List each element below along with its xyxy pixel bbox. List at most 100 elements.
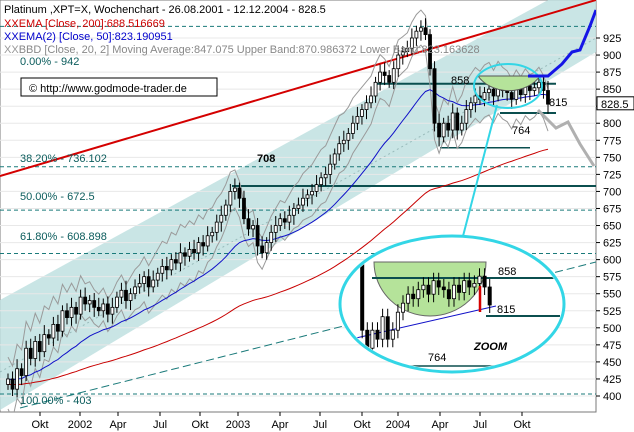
x-tick-label: Jul [313, 419, 327, 431]
candle-body [305, 194, 310, 199]
candle-body [537, 81, 541, 89]
x-tick-label: Okt [513, 419, 530, 431]
candle-body [323, 173, 328, 179]
candle-body [210, 231, 215, 237]
x-tick-label: Jul [473, 419, 487, 431]
zoom-candle-body [395, 311, 400, 331]
candle-body [360, 109, 364, 117]
candle-body [409, 37, 414, 49]
legend-entry: XXBBD [Close, 20, 2] Moving Average:847.… [4, 44, 480, 56]
zoom-candle-body [370, 329, 375, 349]
projection-up [528, 9, 596, 78]
fib-label: 61.80% - 608.898 [20, 231, 107, 243]
candle-body [350, 122, 355, 134]
candle-body [378, 71, 383, 83]
candle-body [187, 248, 192, 257]
y-tick-label: 725 [603, 169, 621, 181]
zoom-candle-body [400, 302, 405, 313]
candle-body [169, 259, 174, 271]
candle-body [205, 235, 210, 247]
candle-body [518, 88, 523, 95]
bollinger-upper [7, 9, 549, 368]
zoom-candle-body [421, 284, 426, 291]
last-price-box [596, 96, 634, 111]
watermark: © http://www.godmode-trader.de [29, 83, 187, 95]
candle-body [15, 368, 19, 390]
candle-body [232, 187, 237, 192]
candle-body [373, 81, 378, 97]
level-label: 708 [257, 153, 275, 165]
candle-body [201, 242, 206, 247]
candle-body [128, 293, 133, 301]
candle-body [214, 221, 219, 233]
zoom-candle-body [411, 293, 416, 300]
y-tick-label: 475 [603, 340, 621, 352]
candle-body [405, 47, 410, 53]
zoom-connector [461, 104, 498, 241]
candle-body [60, 310, 65, 332]
candle-body [260, 245, 265, 254]
candle-body [219, 214, 224, 223]
candle-body [124, 289, 128, 301]
candle-body [101, 303, 106, 312]
candle-body [19, 368, 24, 376]
x-tick-label: 2004 [386, 419, 410, 431]
candle-body [369, 95, 373, 104]
candle-body [468, 102, 473, 110]
candle-body [78, 296, 83, 315]
y-tick-label: 900 [603, 50, 621, 62]
zoom-candle-body [451, 284, 456, 300]
legend-entry: XXEMA(2) [Close, 50]:823.190951 [4, 31, 173, 43]
y-tick-label: 800 [603, 118, 621, 130]
candle-body [423, 27, 428, 35]
zoom-source-ellipse [473, 63, 543, 109]
zoom-level-label: 815 [497, 304, 515, 316]
candle-body [37, 341, 42, 353]
chart-title: Platinum ,XPT=X, Wochenchart - 26.08.200… [4, 4, 326, 16]
candle-body [178, 252, 183, 264]
candle-body [33, 341, 38, 359]
candle-body [264, 242, 269, 254]
candle-body [87, 300, 92, 305]
legend-text: EMA [Close, 200]:688.516669 [19, 18, 165, 30]
candle-body [332, 153, 337, 165]
legend-marker: XX [4, 31, 19, 43]
fib-label: 0.00% - 942 [20, 56, 79, 68]
candle-body [310, 191, 314, 196]
zoom-candle-body [375, 329, 380, 340]
candle-body [105, 303, 110, 315]
y-tick-label: 425 [603, 374, 621, 386]
level-label: 764 [512, 125, 530, 137]
x-tick-label: Okt [31, 419, 48, 431]
y-tick-label: 700 [603, 186, 621, 198]
candle-body [164, 266, 169, 271]
zoom-content [355, 238, 560, 367]
zoom-candle-body [390, 329, 395, 340]
y-tick-label: 675 [603, 203, 621, 215]
y-tick-label: 875 [603, 67, 621, 79]
candle-body [223, 204, 228, 216]
zoom-candle-body [431, 280, 436, 295]
candle-body [24, 347, 29, 376]
candle-body [92, 300, 97, 308]
candle-body [146, 276, 151, 288]
cup-area [477, 75, 541, 92]
candle-body [251, 225, 255, 230]
legend-text: BBD [Close, 20, 2] Moving Average:847.07… [19, 44, 480, 56]
candle-body [314, 184, 319, 192]
x-tick-label: Jul [153, 419, 167, 431]
candle-body [119, 289, 124, 298]
candle-body [28, 347, 33, 359]
candle-body [396, 54, 401, 70]
candle-body [391, 68, 396, 83]
candle-body [459, 122, 464, 131]
y-tick-label: 575 [603, 272, 621, 284]
zoom-candle-body [457, 284, 462, 293]
y-tick-label: 625 [603, 238, 621, 250]
zoom-title: ZOOM [473, 341, 508, 353]
candle-body [160, 266, 165, 274]
zoom-candle-body [462, 280, 467, 293]
red-trendline [0, 0, 596, 177]
zoom-candle-body [477, 275, 482, 284]
